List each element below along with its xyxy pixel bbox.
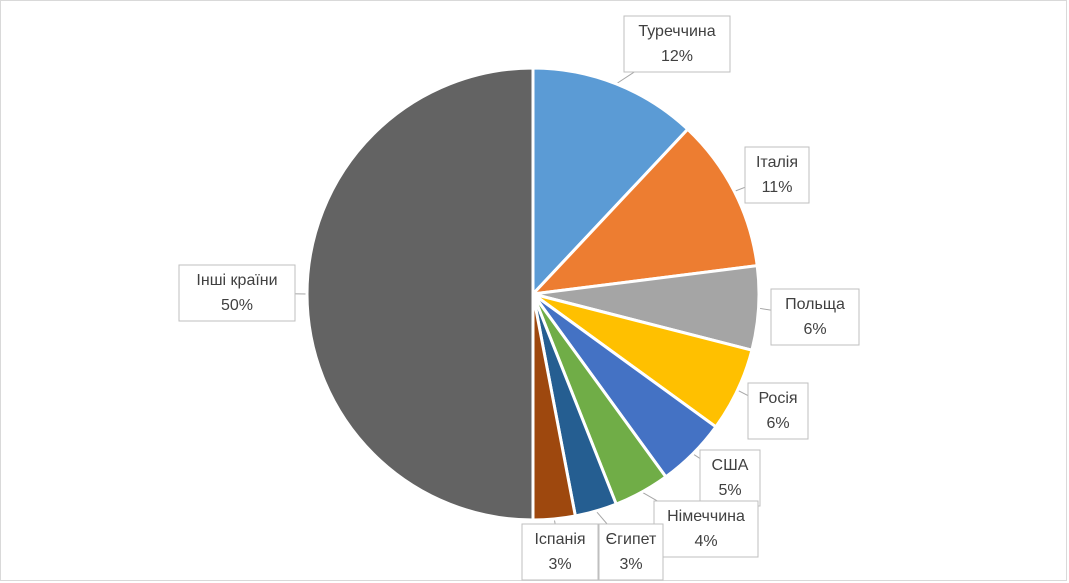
label-category: Німеччина xyxy=(667,508,745,525)
label-value: 3% xyxy=(619,556,642,573)
label-value: 5% xyxy=(718,482,741,499)
label-value: 11% xyxy=(762,179,793,196)
label-category: Єгипет xyxy=(606,531,657,548)
label-category: Росія xyxy=(758,390,797,407)
label-value: 3% xyxy=(548,556,571,573)
label-category: США xyxy=(712,457,749,474)
label-category: Іспанія xyxy=(534,531,585,548)
label-value: 6% xyxy=(766,415,789,432)
label-category: Туреччина xyxy=(638,23,715,40)
label-box xyxy=(178,264,296,322)
pie-slice xyxy=(529,127,759,297)
label-box xyxy=(623,15,731,73)
label-box xyxy=(699,449,761,507)
pie-slice xyxy=(531,66,690,298)
label-category: Інші країни xyxy=(196,272,277,289)
label-box xyxy=(521,523,599,581)
slices xyxy=(305,66,761,522)
label-box xyxy=(744,146,810,204)
data-labels: Туреччина 12% Італія 11% Польща 6% Росія 6% США 5… xyxy=(178,15,860,581)
label-category: Польща xyxy=(785,296,845,313)
label-value: 50% xyxy=(221,297,253,314)
label-box xyxy=(598,523,664,581)
label-value: 6% xyxy=(803,321,826,338)
label-box xyxy=(747,382,809,440)
label-value: 12% xyxy=(661,48,693,65)
label-value: 4% xyxy=(694,533,717,550)
label-box xyxy=(770,288,860,346)
pie-slice xyxy=(305,66,535,522)
label-category: Італія xyxy=(756,154,798,171)
